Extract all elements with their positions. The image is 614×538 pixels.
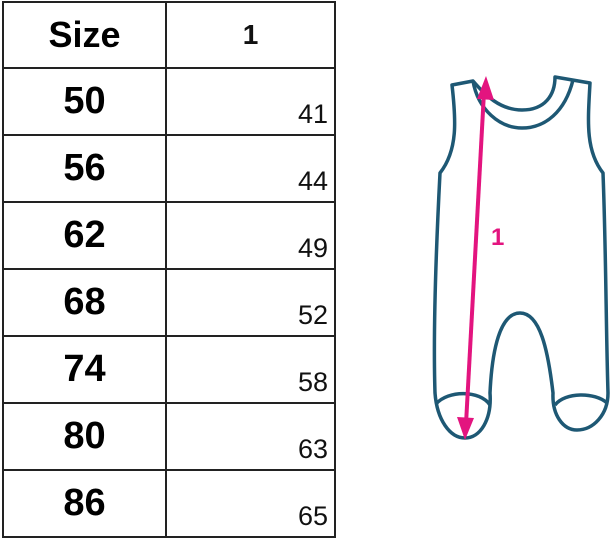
value-cell: 44	[165, 134, 336, 203]
table-row: 50 41	[2, 67, 336, 136]
size-cell: 50	[2, 67, 167, 136]
size-cell: 68	[2, 268, 167, 337]
romper-outline-icon	[432, 75, 610, 440]
table-row: 56 44	[2, 134, 336, 203]
table-row: 68 52	[2, 268, 336, 337]
measure-label: 1	[491, 224, 504, 251]
header-size: Size	[2, 1, 167, 69]
size-cell: 80	[2, 402, 167, 471]
table-row: 80 63	[2, 402, 336, 471]
size-cell: 56	[2, 134, 167, 203]
length-arrow	[457, 76, 494, 440]
value-cell: 41	[165, 67, 336, 136]
size-cell: 62	[2, 201, 167, 270]
value-cell: 58	[165, 335, 336, 404]
header-measure-1: 1	[165, 1, 336, 69]
size-cell: 74	[2, 335, 167, 404]
table-row: 62 49	[2, 201, 336, 270]
table-header-row: Size 1	[2, 1, 336, 69]
value-cell: 49	[165, 201, 336, 270]
size-chart-table: Size 1 50 41 56 44 62 49 68 52 74 58 80 63 86 6…	[2, 1, 336, 538]
table-row: 74 58	[2, 335, 336, 404]
romper-diagram: 1	[432, 75, 610, 440]
value-cell: 63	[165, 402, 336, 471]
value-cell: 52	[165, 268, 336, 337]
